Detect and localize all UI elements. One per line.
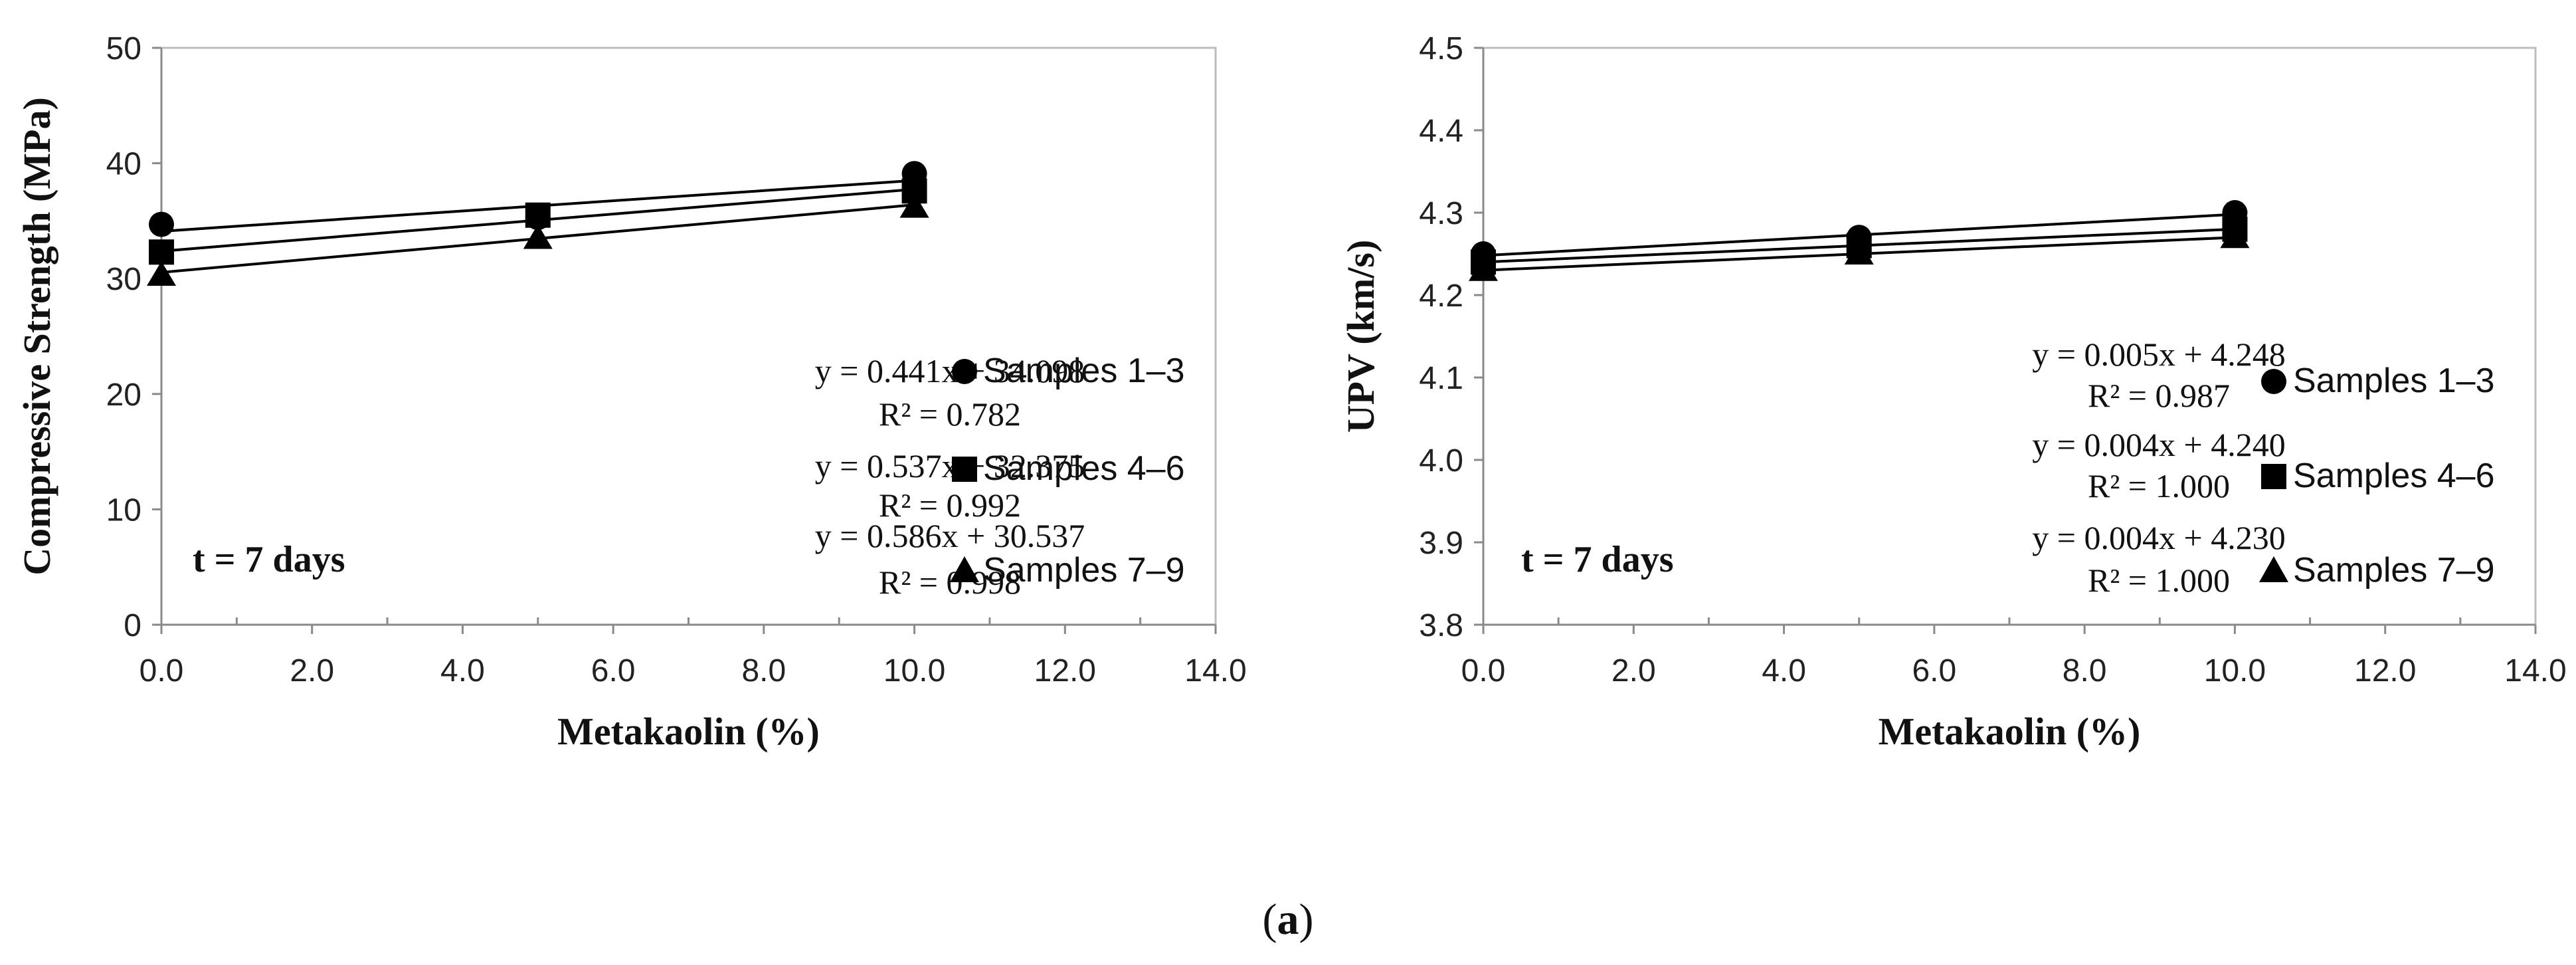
x-tick-label: 4.0 <box>440 653 485 689</box>
legend-label: Samples 4–6 <box>983 449 1185 488</box>
y-tick-label: 3.9 <box>1419 526 1463 561</box>
marker-square-point <box>525 202 551 228</box>
x-tick-label: 12.0 <box>2354 653 2416 689</box>
marker-triangle-point <box>147 261 176 286</box>
y-tick-label: 4.3 <box>1419 196 1463 231</box>
marker-circle-point <box>149 211 174 237</box>
x-tick-label: 2.0 <box>1611 653 1656 689</box>
trendline-r-squared: R² = 0.992 <box>879 486 1021 524</box>
y-axis-title: UPV (km/s) <box>1339 240 1382 433</box>
trendline-r-squared: R² = 1.000 <box>2088 562 2230 599</box>
y-tick-label: 3.8 <box>1419 608 1463 643</box>
trendline-r-squared: R² = 0.987 <box>2088 377 2230 414</box>
legend-marker-triangle <box>950 556 979 582</box>
trendline-r-squared: R² = 0.782 <box>879 395 1021 433</box>
x-tick-label: 2.0 <box>290 653 334 689</box>
legend-marker-square <box>2261 464 2286 489</box>
legend-label: Samples 4–6 <box>2293 457 2495 495</box>
time-label: t = 7 days <box>193 539 345 580</box>
x-tick-label: 14.0 <box>1184 653 1246 689</box>
marker-triangle-point <box>1469 256 1498 281</box>
marker-triangle-point <box>1844 240 1874 265</box>
caption-letter: a <box>1277 895 1299 944</box>
x-tick-label: 6.0 <box>1912 653 1956 689</box>
y-tick-label: 50 <box>106 31 141 66</box>
trendline-r-squared: R² = 1.000 <box>2088 467 2230 504</box>
legend-marker-circle <box>2261 369 2286 394</box>
legend-marker-circle <box>952 359 977 384</box>
compressive-strength-chart: 0 10 20 30 40 50 0.0 2.0 4.0 6.0 8.0 10.0 12.0 14.0 Me… <box>15 31 1247 753</box>
marker-triangle-point <box>899 193 929 218</box>
x-tick-label: 14.0 <box>2504 653 2566 689</box>
x-tick-label: 8.0 <box>2063 653 2107 689</box>
y-tick-label: 4.2 <box>1419 278 1463 314</box>
y-tick-label: 0 <box>124 608 141 643</box>
y-tick-label: 4.5 <box>1419 31 1463 66</box>
caption-open-paren: ( <box>1263 895 1277 944</box>
legend-label: Samples 1–3 <box>2293 362 2495 400</box>
trendline-equation: y = 0.586x + 30.537 <box>815 517 1085 554</box>
figure-caption: (a) <box>1263 895 1314 944</box>
y-tick-label: 20 <box>106 377 141 413</box>
marker-square-point <box>149 239 174 265</box>
trendline-equation: y = 0.537x + 32.375 <box>815 447 1085 484</box>
caption-close-paren: ) <box>1299 895 1314 944</box>
y-tick-label: 4.1 <box>1419 361 1463 396</box>
x-tick-label: 6.0 <box>591 653 636 689</box>
x-tick-label: 10.0 <box>883 653 945 689</box>
legend-marker-square <box>952 457 977 482</box>
time-label: t = 7 days <box>1521 539 1674 580</box>
legend-label: Samples 7–9 <box>2293 551 2495 590</box>
legend-label: Samples 1–3 <box>983 352 1185 390</box>
marker-triangle-point <box>523 224 553 249</box>
x-tick-label: 10.0 <box>2204 653 2266 689</box>
trendline-equation: y = 0.004x + 4.230 <box>2032 519 2285 556</box>
trendline-equation: y = 0.005x + 4.248 <box>2032 336 2285 373</box>
y-tick-label: 10 <box>106 492 141 528</box>
trendline-equation: y = 0.004x + 4.240 <box>2032 426 2285 463</box>
legend-label: Samples 7–9 <box>983 551 1185 590</box>
x-tick-label: 8.0 <box>741 653 786 689</box>
x-axis-title: Metakaolin (%) <box>1879 710 2141 753</box>
x-axis-title: Metakaolin (%) <box>557 710 820 753</box>
y-tick-label: 4.4 <box>1419 114 1463 149</box>
y-tick-label: 4.0 <box>1419 443 1463 479</box>
y-axis-title: Compressive Strength (MPa) <box>15 97 58 576</box>
y-tick-label: 30 <box>106 262 141 297</box>
x-tick-label: 0.0 <box>1461 653 1506 689</box>
marker-triangle-point <box>2220 223 2250 249</box>
y-tick-label: 40 <box>106 147 141 182</box>
x-tick-label: 0.0 <box>139 653 184 689</box>
x-tick-label: 12.0 <box>1034 653 1096 689</box>
x-tick-label: 4.0 <box>1762 653 1806 689</box>
upv-chart: 3.8 3.9 4.0 4.1 4.2 4.3 4.4 4.5 0.0 2.0 4.0 6.0 8.0 1… <box>1339 31 2567 753</box>
trendline-equation: y = 0.441x + 34.098 <box>815 352 1085 389</box>
legend-marker-triangle <box>2259 556 2288 582</box>
